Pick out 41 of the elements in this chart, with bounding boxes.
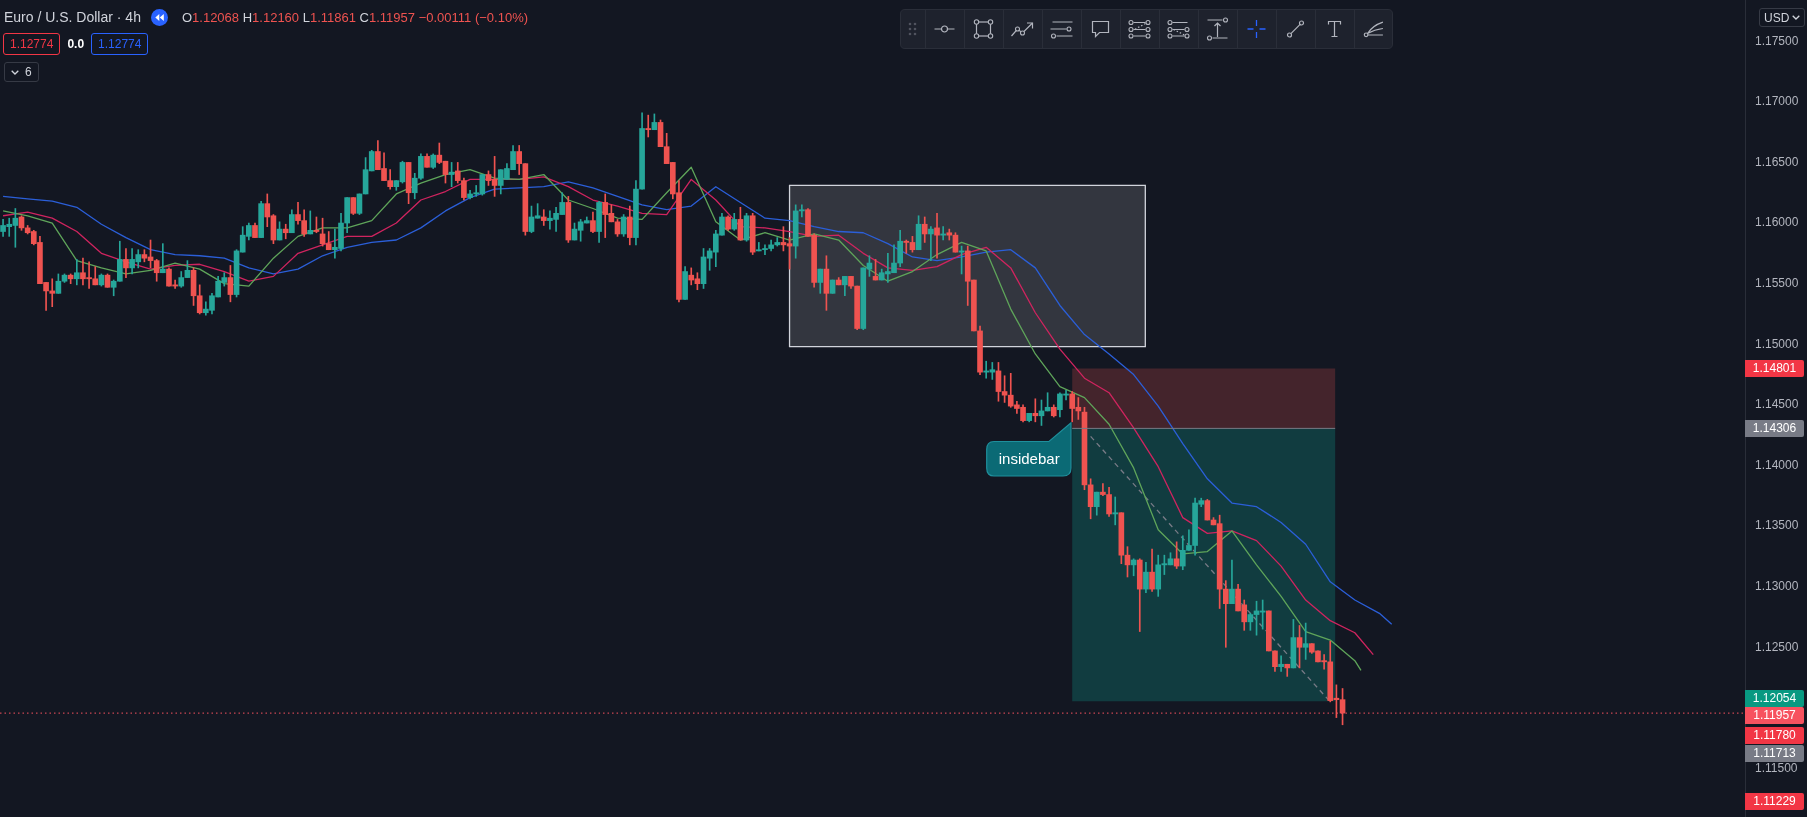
y-tick-label: 1.13500 xyxy=(1755,518,1799,533)
y-tick-label: 1.17500 xyxy=(1755,33,1799,48)
text: 1.12054 xyxy=(1745,690,1804,708)
candlestick xyxy=(540,209,547,226)
y-tick-label: 1.15000 xyxy=(1755,336,1799,351)
text: 1.14801 xyxy=(1745,359,1804,377)
candlestick xyxy=(934,213,940,259)
ref-line-label: 1.11957 xyxy=(1745,707,1804,725)
collapse-button: 6 xyxy=(4,62,39,82)
candlestick xyxy=(307,210,314,235)
text: 1.11713 xyxy=(1745,745,1804,762)
y-tick-label: 1.15500 xyxy=(1755,275,1799,290)
annotation: 1.12774 xyxy=(91,33,149,55)
candlestick xyxy=(1222,580,1229,648)
y-tick-label: 1.17000 xyxy=(1755,94,1799,109)
candlestick xyxy=(1278,655,1284,672)
y-tick-label: 1.14500 xyxy=(1755,397,1799,412)
y-tick-label: 1.12500 xyxy=(1755,639,1799,654)
y-tick-label: 1.13000 xyxy=(1755,579,1799,593)
y-tick-label: 1.14000 xyxy=(1755,457,1799,472)
y-tick-label: 1.16500 xyxy=(1755,154,1799,169)
annotation: insidebar xyxy=(997,448,1061,469)
candlestick xyxy=(1112,496,1119,526)
annotation: 1.12774 xyxy=(3,33,61,55)
currency-button: USD xyxy=(1759,8,1806,27)
y-tick-label: 1.11500 xyxy=(1755,760,1798,775)
candlestick xyxy=(928,226,934,261)
annotation: 0.0 xyxy=(67,37,85,51)
candlestick xyxy=(645,114,652,138)
candlestick xyxy=(49,278,56,308)
text: 1.14306 xyxy=(1745,419,1804,437)
text: 1.11780 xyxy=(1745,727,1804,744)
text: Euro / U.S. Dollar · 4h xyxy=(4,9,141,25)
y-tick-label: 1.16000 xyxy=(1755,215,1799,230)
candlestick xyxy=(799,204,805,218)
candlestick xyxy=(160,243,166,274)
candlestick xyxy=(1302,622,1309,660)
text: O1.12068 H1.12160 L1.11861 C1.11957 −0.00111 (−0.10%) xyxy=(181,9,529,25)
text: 1.11229 xyxy=(1745,793,1804,810)
annotation: 6 xyxy=(25,65,32,79)
candlestick xyxy=(1032,398,1039,423)
